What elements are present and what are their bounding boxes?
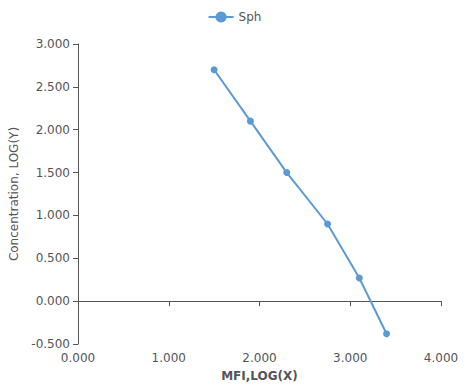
svg-text:1.000: 1.000 xyxy=(36,208,70,222)
svg-text:1.500: 1.500 xyxy=(36,166,70,180)
svg-text:1.000: 1.000 xyxy=(152,351,186,365)
svg-text:3.000: 3.000 xyxy=(36,37,70,51)
svg-text:3.000: 3.000 xyxy=(333,351,367,365)
svg-text:0.000: 0.000 xyxy=(61,351,95,365)
svg-text:MFI,LOG(X): MFI,LOG(X) xyxy=(221,369,298,383)
svg-text:4.000: 4.000 xyxy=(424,351,458,365)
svg-text:2.500: 2.500 xyxy=(36,80,70,94)
svg-text:-0.500: -0.500 xyxy=(31,337,70,351)
svg-text:0.000: 0.000 xyxy=(36,294,70,308)
svg-text:Sph: Sph xyxy=(239,10,262,24)
svg-text:2.000: 2.000 xyxy=(36,123,70,137)
svg-text:0.500: 0.500 xyxy=(36,251,70,265)
svg-text:Concentration, LOG(Y): Concentration, LOG(Y) xyxy=(7,127,21,261)
svg-text:2.000: 2.000 xyxy=(242,351,276,365)
